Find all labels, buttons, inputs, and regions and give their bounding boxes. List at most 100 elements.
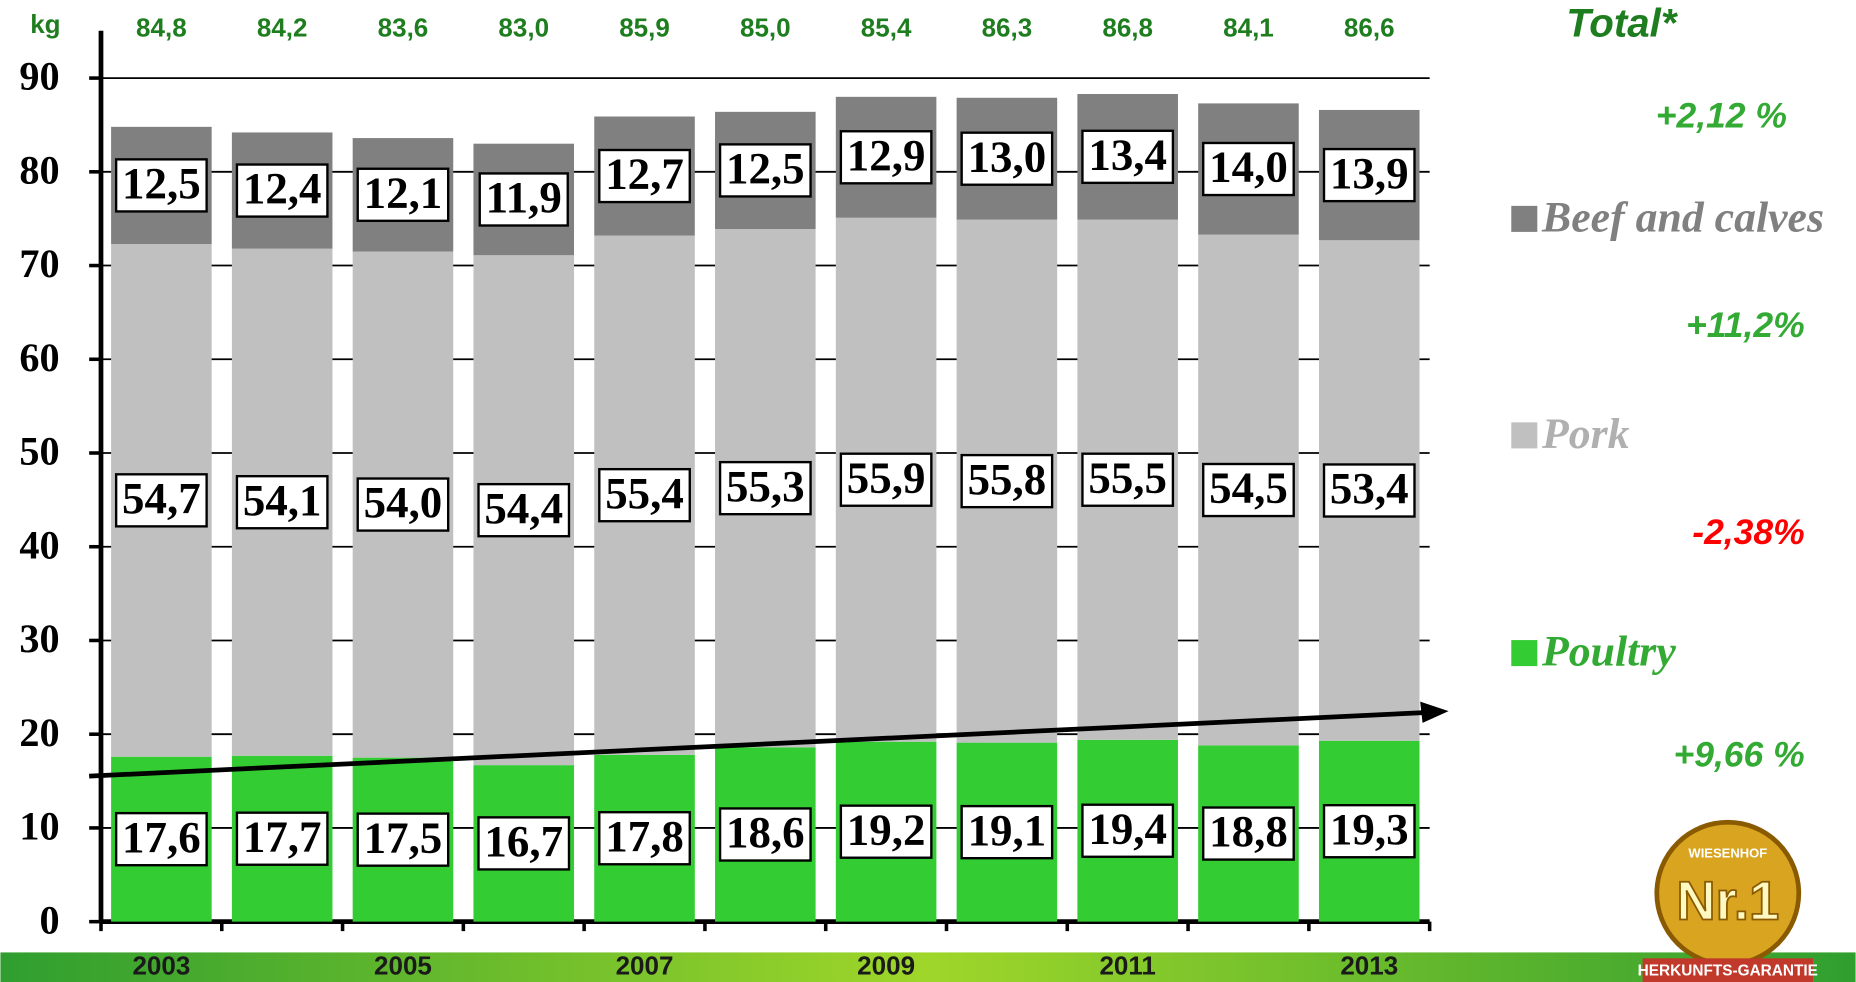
legend-marker bbox=[1511, 422, 1538, 449]
total-label: 84,2 bbox=[257, 12, 308, 42]
value-label-box bbox=[960, 804, 1054, 860]
value-label: 12,5 bbox=[726, 143, 805, 193]
x-tick-label: 2011 bbox=[1099, 951, 1155, 981]
value-label-box bbox=[598, 811, 691, 866]
legend-change: +11,2% bbox=[1686, 305, 1805, 345]
value-label: 12,1 bbox=[364, 167, 443, 217]
value-label-box bbox=[477, 816, 571, 871]
legend-change: -2,38% bbox=[1692, 512, 1804, 552]
trend-line bbox=[89, 709, 1433, 779]
value-label-box bbox=[114, 158, 208, 213]
total-label: 86,8 bbox=[1102, 12, 1153, 42]
value-label-box bbox=[718, 460, 812, 516]
legend-entry: Pork bbox=[1541, 410, 1630, 458]
value-label-box bbox=[718, 807, 812, 862]
legend-marker bbox=[1511, 205, 1538, 232]
total-label: 84,8 bbox=[136, 12, 187, 42]
value-label-box bbox=[1322, 803, 1416, 859]
value-label-box bbox=[1322, 147, 1416, 203]
logo-brand: WIESENHOF bbox=[1688, 846, 1767, 861]
value-label: 13,9 bbox=[1330, 148, 1409, 198]
value-label: 19,2 bbox=[847, 804, 926, 854]
value-label: 12,5 bbox=[122, 158, 201, 208]
value-label: 12,9 bbox=[847, 130, 926, 180]
logo-caption: HERKUNFTS-GARANTIE bbox=[1638, 962, 1818, 979]
y-axis-label: kg bbox=[30, 9, 60, 39]
value-label-box bbox=[1202, 462, 1295, 518]
value-label: 17,5 bbox=[364, 812, 443, 862]
value-label: 11,9 bbox=[486, 172, 562, 222]
y-tick-label: 10 bbox=[19, 804, 59, 849]
value-label-box bbox=[1081, 129, 1175, 185]
y-tick-label: 70 bbox=[19, 241, 59, 286]
legend-change: +2,12 % bbox=[1656, 96, 1787, 136]
x-tick-label: 2007 bbox=[616, 951, 674, 981]
value-label-box bbox=[235, 811, 329, 866]
value-label-box bbox=[356, 477, 450, 532]
value-label: 17,8 bbox=[605, 811, 684, 861]
trend-arrowhead bbox=[1420, 701, 1449, 723]
value-label-box bbox=[356, 167, 450, 222]
x-tick-label: 2009 bbox=[857, 951, 915, 981]
value-label: 55,3 bbox=[726, 461, 805, 511]
total-label: 86,6 bbox=[1344, 12, 1395, 42]
y-tick-label: 40 bbox=[19, 522, 59, 567]
legend-marker bbox=[1511, 640, 1538, 667]
value-label: 55,8 bbox=[968, 454, 1047, 504]
value-label-box bbox=[960, 453, 1054, 509]
x-tick-label: 2005 bbox=[374, 951, 432, 981]
total-label: 83,6 bbox=[378, 12, 429, 42]
value-label: 17,6 bbox=[122, 812, 201, 862]
value-label-box bbox=[960, 131, 1054, 186]
y-tick-label: 90 bbox=[19, 54, 59, 99]
value-label: 55,4 bbox=[605, 468, 684, 518]
y-tick-label: 30 bbox=[19, 616, 59, 661]
value-label-box bbox=[114, 811, 208, 867]
value-label: 16,7 bbox=[484, 816, 563, 866]
value-label-box bbox=[477, 482, 571, 538]
value-label: 18,8 bbox=[1209, 806, 1288, 856]
value-label: 19,1 bbox=[968, 805, 1047, 855]
logo: WIESENHOF Nr.1 HERKUNFTS-GARANTIE bbox=[1638, 819, 1818, 982]
value-label-box bbox=[1322, 463, 1416, 518]
value-label-box bbox=[1081, 452, 1175, 507]
footer-strip bbox=[0, 952, 1856, 982]
value-label-box bbox=[235, 163, 329, 218]
value-label: 17,7 bbox=[243, 811, 322, 861]
total-label: 84,1 bbox=[1223, 12, 1274, 42]
value-label: 54,5 bbox=[1209, 463, 1288, 513]
value-label: 53,4 bbox=[1330, 463, 1409, 513]
legend-entry: Poultry bbox=[1541, 628, 1676, 676]
value-label-box bbox=[598, 148, 691, 204]
value-label-box bbox=[478, 172, 569, 227]
x-tick-label: 2003 bbox=[132, 951, 190, 981]
value-label: 55,5 bbox=[1088, 452, 1167, 502]
value-label-box bbox=[839, 804, 933, 859]
y-tick-label: 60 bbox=[19, 335, 59, 380]
value-label-box bbox=[839, 130, 933, 185]
value-label: 54,4 bbox=[484, 483, 563, 533]
value-label-box bbox=[598, 467, 691, 523]
total-label: 85,4 bbox=[861, 12, 912, 42]
value-label-box bbox=[1081, 803, 1175, 858]
legend-total: Total* bbox=[1566, 1, 1679, 46]
total-label: 85,9 bbox=[619, 12, 670, 42]
y-tick-label: 50 bbox=[19, 429, 59, 474]
value-label-box bbox=[839, 452, 933, 507]
value-label: 12,4 bbox=[243, 163, 322, 213]
value-label: 55,9 bbox=[847, 452, 926, 502]
value-label: 19,4 bbox=[1088, 803, 1167, 853]
y-tick-label: 20 bbox=[19, 710, 59, 755]
value-label: 13,4 bbox=[1088, 129, 1167, 179]
y-tick-label: 80 bbox=[19, 147, 59, 192]
y-tick-label: 0 bbox=[39, 897, 59, 942]
value-label: 19,3 bbox=[1330, 804, 1409, 854]
value-label: 18,6 bbox=[726, 807, 805, 857]
value-label-box bbox=[114, 473, 208, 528]
value-label: 54,0 bbox=[364, 477, 443, 527]
logo-text: Nr.1 bbox=[1676, 870, 1779, 931]
total-label: 86,3 bbox=[982, 12, 1033, 42]
total-label: 85,0 bbox=[740, 12, 791, 42]
